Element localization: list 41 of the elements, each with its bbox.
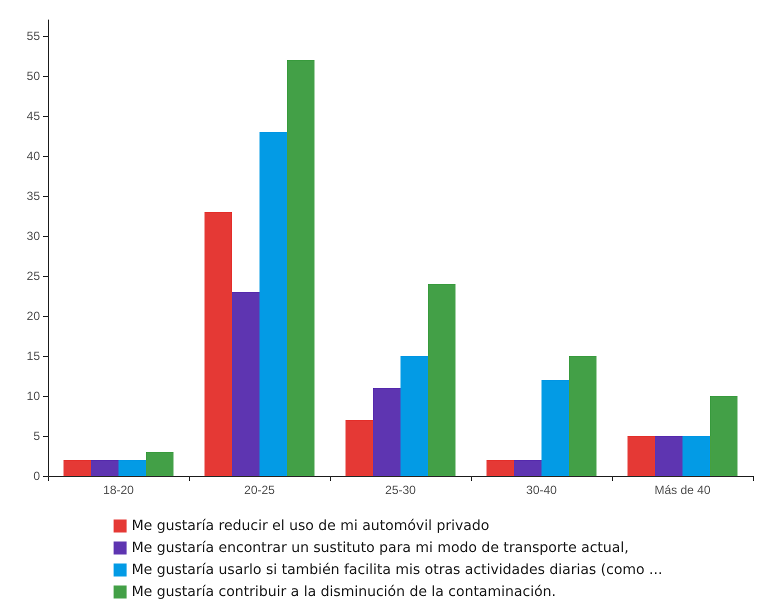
x-tick-label: 20-25 [244, 483, 276, 497]
bar [260, 132, 287, 476]
y-tick-label: 5 [33, 429, 40, 443]
legend-label: Me gustaría reducir el uso de mi automóvil privado [132, 518, 490, 534]
bar [400, 356, 428, 476]
bar [655, 436, 682, 476]
bar [64, 460, 92, 476]
bar [710, 396, 738, 476]
bar [514, 460, 542, 476]
legend-label: Me gustaría encontrar un sustituto para mi modo de transporte actual, [132, 540, 629, 556]
y-tick-label: 20 [26, 309, 40, 323]
legend-label: Me gustaría usarlo si también facilita mis otras actividades diarias (como ... [132, 562, 662, 578]
bar [568, 356, 596, 476]
bar [204, 212, 232, 476]
bar [286, 60, 314, 476]
y-tick-label: 30 [26, 229, 40, 243]
bar [232, 292, 260, 476]
y-tick-label: 50 [26, 69, 40, 83]
x-tick-label: 18-20 [103, 483, 134, 497]
y-tick-label: 55 [26, 29, 40, 43]
bar [146, 452, 174, 476]
bar [486, 460, 514, 476]
legend-label: Me gustaría contribuir a la disminución de la contaminación. [132, 584, 556, 600]
x-tick-label: Más de 40 [654, 483, 711, 497]
y-tick-label: 15 [26, 349, 40, 363]
x-tick-label: 25-30 [385, 483, 416, 497]
bar [373, 388, 400, 476]
bar [682, 436, 710, 476]
y-tick-label: 10 [26, 389, 40, 403]
y-tick-label: 25 [26, 269, 40, 283]
y-tick-label: 35 [26, 189, 40, 203]
y-tick-label: 0 [33, 469, 40, 483]
bar [428, 284, 456, 476]
bar [118, 460, 146, 476]
x-tick-label: 30-40 [526, 483, 558, 497]
y-tick-label: 40 [26, 149, 40, 163]
bar [542, 380, 569, 476]
bar [628, 436, 656, 476]
bar [346, 420, 374, 476]
bar [91, 460, 118, 476]
y-tick-label: 45 [26, 109, 40, 123]
